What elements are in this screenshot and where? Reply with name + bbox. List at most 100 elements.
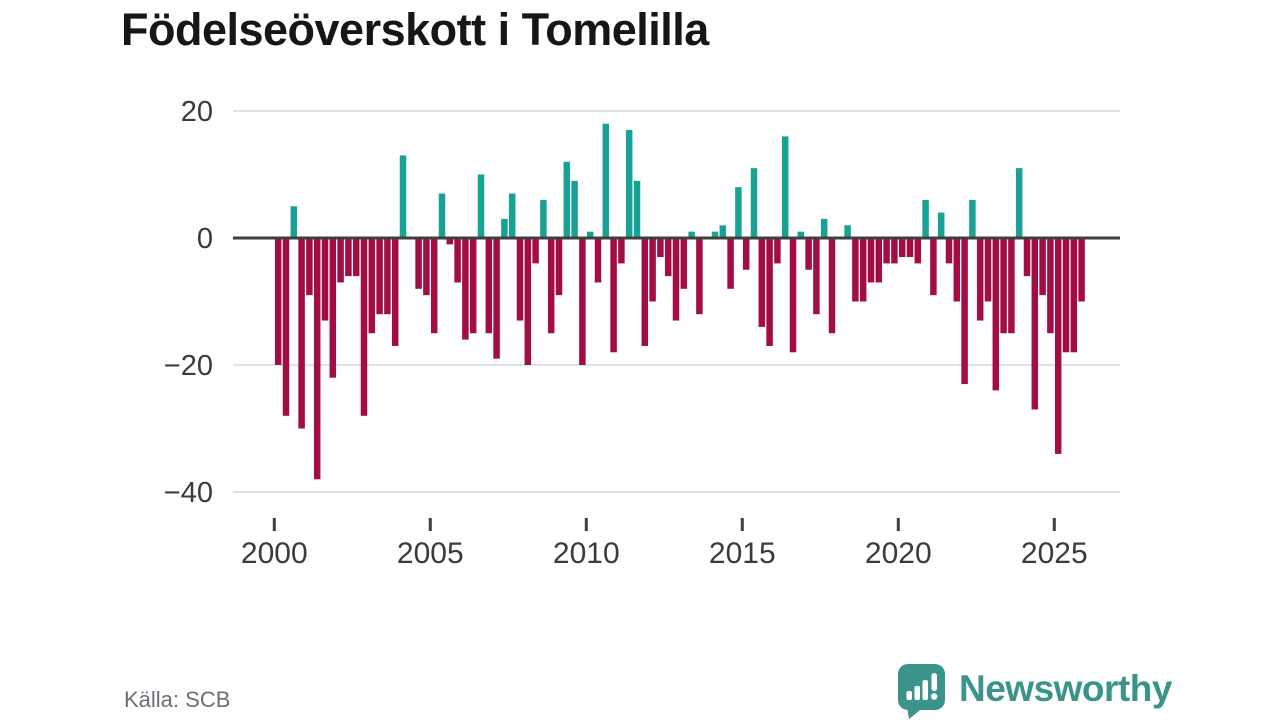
bar-2006Q1	[462, 238, 469, 340]
bar-2012Q3	[664, 238, 672, 277]
bar-2023Q2	[1000, 238, 1007, 334]
x-axis-label-2010: 2010	[553, 537, 620, 570]
bar-2013Q3	[696, 238, 703, 315]
bar-2013Q1	[680, 238, 688, 289]
bar-2023Q1	[992, 238, 1000, 391]
bar-2016Q3	[789, 238, 797, 353]
logo-exclamation-stem	[931, 673, 937, 691]
bar-2001Q1	[306, 238, 313, 296]
bar-2025Q3	[1070, 238, 1078, 353]
bar-2015Q4	[766, 238, 773, 346]
bar-2013Q2	[688, 231, 695, 238]
bar-2012Q2	[657, 238, 664, 258]
bar-2019Q1	[867, 238, 875, 283]
y-axis-label-20: 20	[181, 96, 213, 128]
bar-2017Q2	[813, 238, 820, 315]
bar-2003Q4	[391, 238, 399, 346]
bar-2020Q1	[898, 238, 906, 258]
x-axis-label-2000: 2000	[241, 537, 308, 570]
bar-2021Q2	[937, 212, 945, 238]
bar-2011Q1	[618, 238, 625, 264]
bar-2018Q4	[859, 238, 867, 302]
bar-2007Q1	[493, 238, 500, 359]
bar-2008Q2	[532, 238, 539, 264]
bar-2025Q4	[1078, 238, 1085, 302]
bar-2024Q2	[1031, 238, 1039, 410]
bar-2005Q2	[438, 193, 446, 238]
bar-2021Q4	[953, 238, 961, 302]
bar-2011Q4	[641, 238, 649, 346]
bar-2000Q1	[274, 238, 282, 365]
bar-2022Q4	[984, 238, 992, 302]
bar-2008Q3	[540, 199, 547, 238]
bar-2005Q3	[446, 238, 454, 245]
y-axis-label--20: −20	[164, 350, 213, 382]
bar-2025Q1	[1054, 238, 1062, 454]
bar-2020Q2	[906, 238, 914, 258]
bar-2009Q1	[555, 238, 563, 296]
bar-2021Q1	[930, 238, 937, 296]
bar-2010Q1	[586, 231, 594, 238]
bar-2008Q4	[547, 238, 555, 334]
bar-2004Q4	[423, 238, 430, 296]
bar-2014Q4	[735, 187, 742, 238]
bar-2022Q3	[976, 238, 984, 321]
bar-2000Q2	[282, 238, 290, 416]
bar-2021Q3	[945, 238, 953, 264]
y-axis-label--40: −40	[164, 477, 213, 509]
bar-2004Q1	[399, 155, 407, 238]
chart-title: Födelseöverskott i Tomelilla	[121, 4, 709, 55]
bar-2007Q4	[516, 238, 524, 321]
bar-2022Q1	[961, 238, 968, 385]
bar-2019Q4	[891, 238, 898, 264]
bar-2002Q4	[360, 238, 368, 416]
source-note: Källa: SCB	[124, 687, 231, 712]
bar-2000Q3	[290, 206, 298, 238]
x-axis-label-2005: 2005	[397, 537, 464, 570]
bar-2015Q1	[742, 238, 750, 270]
bar-2010Q4	[610, 238, 617, 353]
logo-bar-small	[906, 691, 912, 700]
bar-2018Q2	[844, 225, 851, 238]
bar-2001Q3	[321, 238, 329, 321]
logo-bar-large	[922, 680, 928, 700]
bar-2019Q2	[875, 238, 883, 283]
x-axis-label-2025: 2025	[1021, 537, 1088, 570]
bar-2014Q3	[727, 238, 734, 289]
bar-2005Q4	[454, 238, 461, 283]
bar-2009Q2	[563, 161, 571, 238]
bar-2012Q4	[672, 238, 680, 321]
bar-2010Q2	[594, 238, 602, 283]
bar-2020Q3	[914, 238, 922, 264]
newsworthy-wordmark: Newsworthy	[959, 668, 1172, 709]
bar-2025Q2	[1062, 238, 1070, 353]
bar-2002Q2	[345, 238, 352, 277]
bar-2003Q3	[384, 238, 391, 315]
bar-2007Q2	[501, 218, 508, 238]
bar-2006Q3	[477, 174, 485, 238]
bar-2007Q3	[508, 193, 516, 238]
x-axis-label-2020: 2020	[865, 537, 932, 570]
bar-2017Q1	[805, 238, 812, 270]
bar-2010Q3	[602, 123, 610, 238]
bar-2023Q3	[1008, 238, 1015, 334]
bar-2009Q4	[579, 238, 586, 365]
bar-2002Q3	[352, 238, 360, 277]
bar-2008Q1	[524, 238, 532, 365]
bar-2014Q1	[711, 231, 719, 238]
bar-2003Q1	[368, 238, 376, 334]
bar-2006Q2	[469, 238, 477, 334]
bar-2016Q4	[797, 231, 805, 238]
bar-2002Q1	[337, 238, 344, 283]
logo-bubble-tail	[907, 707, 924, 719]
bar-2016Q1	[774, 238, 781, 264]
bar-2024Q4	[1047, 238, 1054, 334]
x-axis-label-2015: 2015	[709, 537, 776, 570]
bar-2000Q4	[298, 238, 305, 429]
bar-2003Q2	[376, 238, 383, 315]
bar-2022Q2	[969, 199, 976, 238]
bar-2018Q3	[852, 238, 859, 302]
bar-2012Q1	[649, 238, 656, 302]
bar-2004Q3	[415, 238, 422, 289]
logo-bubble	[898, 664, 945, 710]
